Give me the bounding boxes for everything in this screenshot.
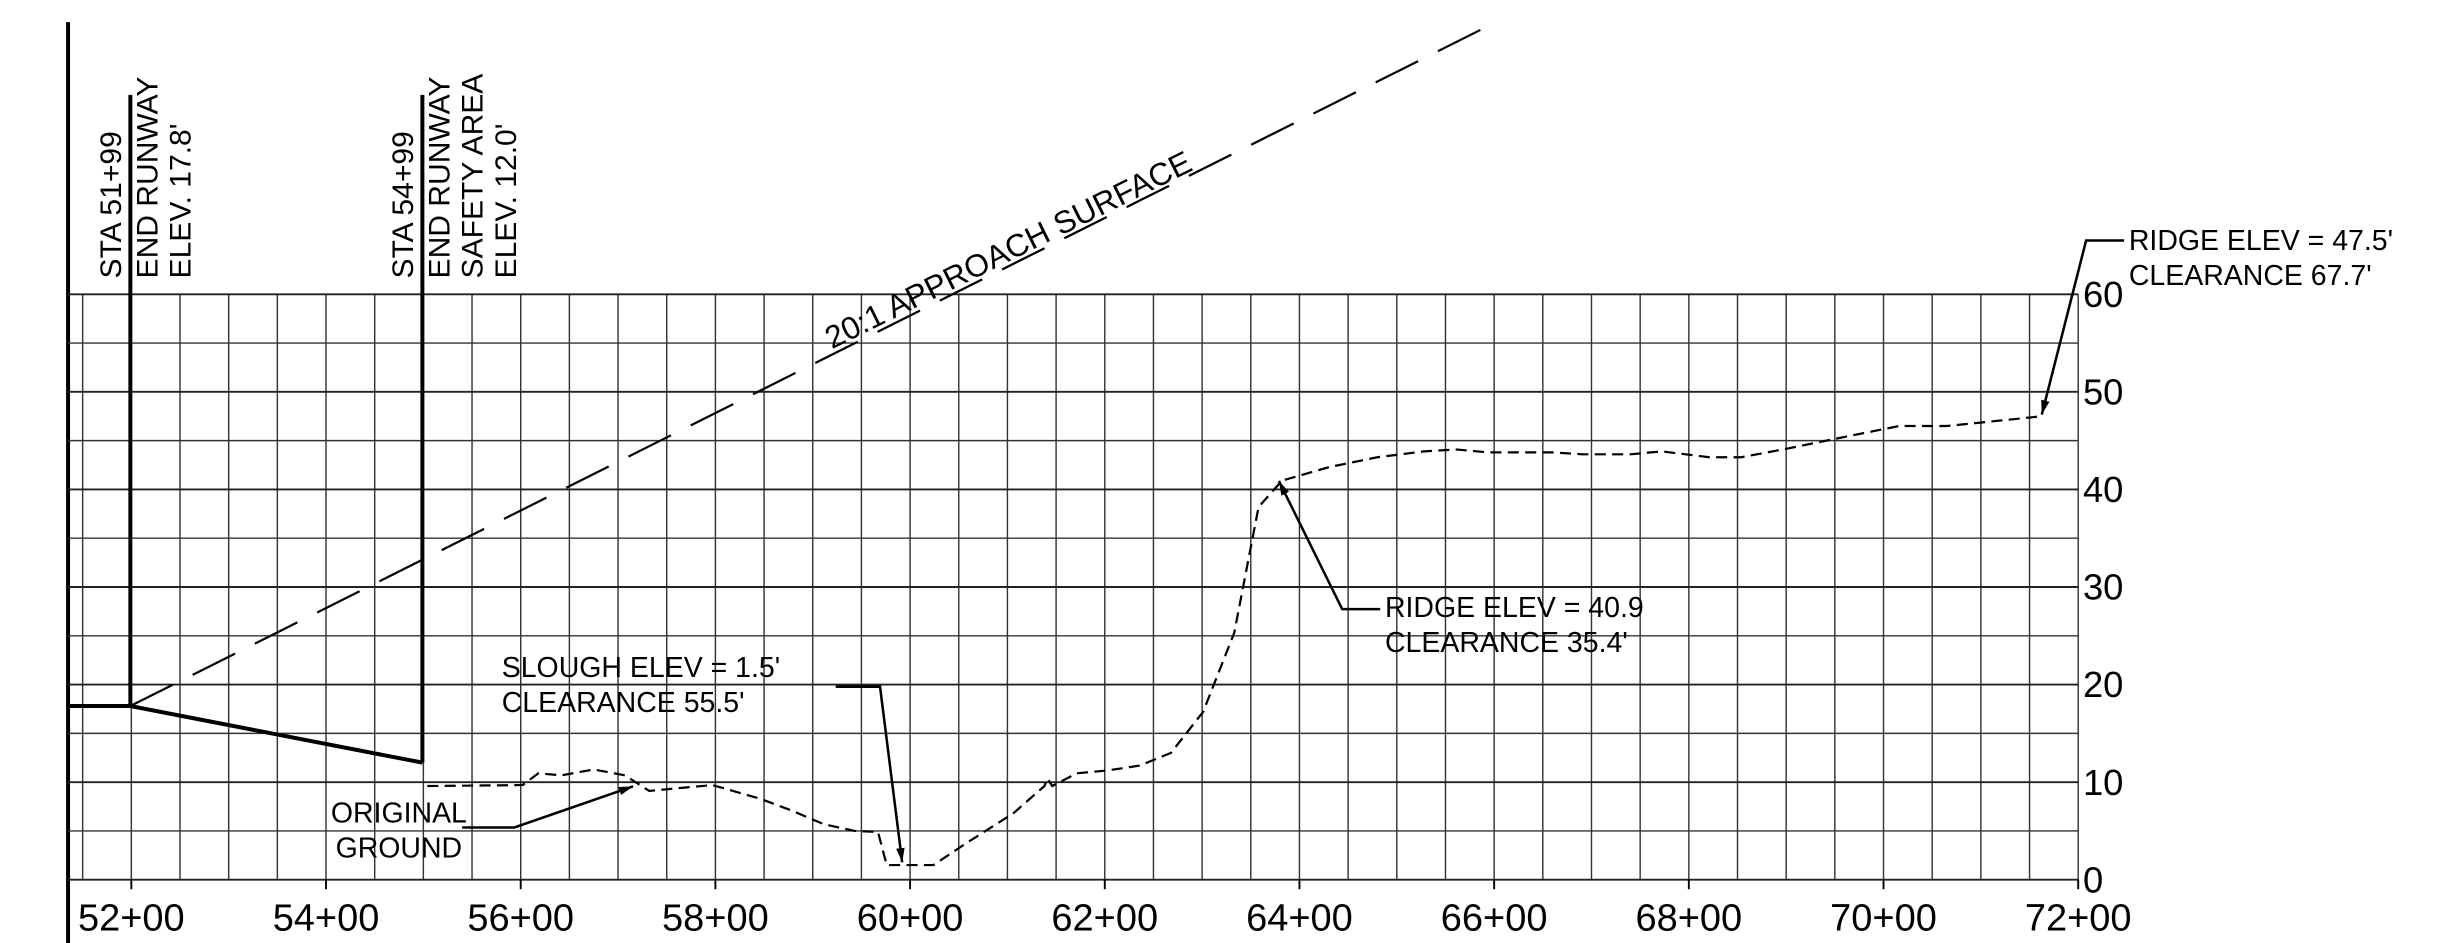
annotation: SLOUGH ELEV = 1.5': [502, 652, 780, 684]
station-label: STA 51+99: [95, 131, 128, 278]
x-tick-label: 54+00: [273, 897, 380, 939]
y-tick-label: 50: [2083, 372, 2123, 413]
x-tick-label: 72+00: [2025, 897, 2132, 939]
annotation: GROUND: [336, 833, 463, 865]
station-label: END RUNWAY: [131, 77, 164, 279]
profile-line: [129, 22, 1495, 708]
y-tick-label: 10: [2083, 762, 2123, 803]
x-tick-label: 64+00: [1246, 897, 1353, 939]
annotation: CLEARANCE 35.4': [1385, 627, 1628, 659]
y-tick-label: 60: [2083, 274, 2123, 315]
annotation: CLEARANCE 55.5': [502, 687, 745, 719]
annotation: CLEARANCE 67.7': [2129, 260, 2372, 292]
station-label: ELEV. 12.0': [490, 123, 523, 278]
x-tick-label: 52+00: [78, 897, 185, 939]
leader-arrow: [1277, 480, 1381, 611]
annotation: ORIGINAL: [331, 798, 467, 830]
leader-arrow: [2040, 239, 2125, 415]
y-tick-label: 20: [2083, 664, 2123, 705]
profile-line: [68, 704, 423, 765]
y-tick-label: 30: [2083, 567, 2123, 608]
station-label: SAFETY AREA: [457, 74, 490, 279]
x-tick-label: 60+00: [857, 897, 964, 939]
station-label: END RUNWAY: [423, 77, 456, 279]
annotation: RIDGE ELEV = 40.9: [1385, 592, 1644, 624]
station-label: STA 54+99: [387, 131, 420, 278]
station-label: ELEV. 17.8': [165, 123, 198, 278]
x-tick-label: 68+00: [1636, 897, 1743, 939]
x-tick-label: 58+00: [662, 897, 769, 939]
x-tick-label: 66+00: [1441, 897, 1548, 939]
x-tick-label: 56+00: [467, 897, 574, 939]
x-tick-label: 62+00: [1051, 897, 1158, 939]
leader-arrow: [835, 685, 905, 863]
x-tick-label: 70+00: [1830, 897, 1937, 939]
y-tick-label: 40: [2083, 469, 2123, 510]
profile-line: [427, 415, 2043, 867]
y-tick-label: 0: [2083, 859, 2103, 900]
leader-arrow: [462, 785, 634, 829]
annotation: RIDGE ELEV = 47.5': [2129, 225, 2393, 257]
